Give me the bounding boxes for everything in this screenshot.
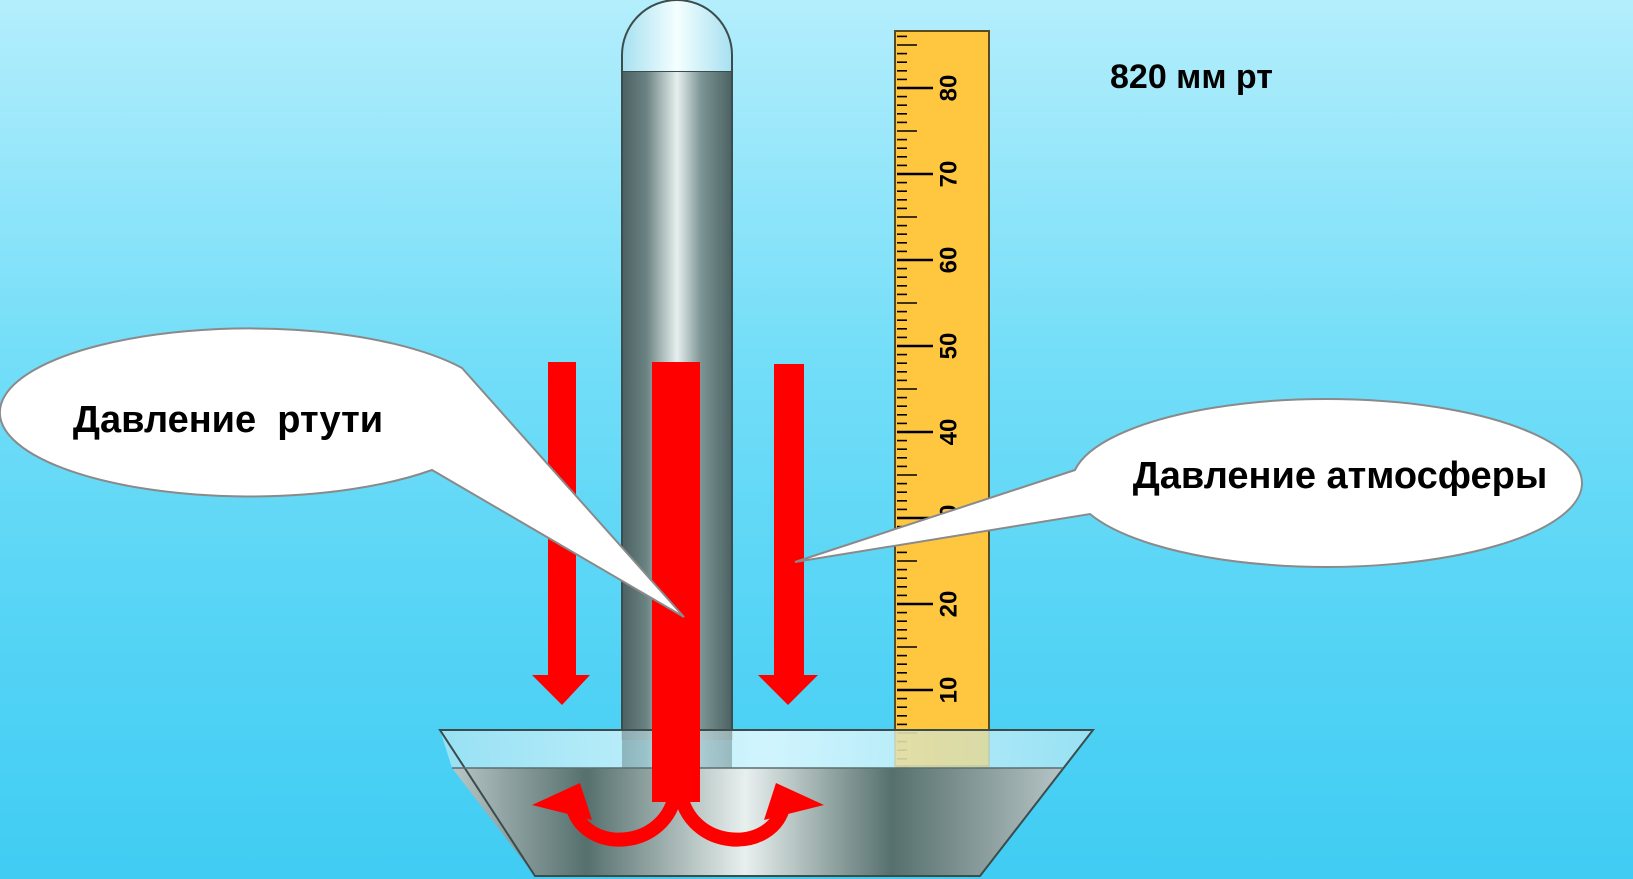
curved-arrow-icon (673, 788, 791, 847)
callout-bubble (0, 327, 685, 618)
arrow-down-icon (758, 364, 818, 705)
ruler-tick-label: 80 (935, 75, 962, 102)
callout-mercury-pressure: Давление ртути (0, 327, 685, 618)
callout-bubble (794, 397, 1583, 568)
dish-mercury (452, 768, 1063, 876)
curved-arrow-icon (764, 783, 824, 820)
ruler-tick-label: 40 (935, 419, 962, 446)
ruler-tick-label: 70 (935, 161, 962, 188)
curved-arrow-icon (565, 788, 683, 847)
tube-glass-top (621, 0, 733, 73)
dish-glass-rim (440, 730, 1093, 768)
callout-atmosphere-label: Давление атмосферы (1133, 455, 1548, 497)
ruler-tick-label: 50 (935, 333, 962, 360)
measurement-ruler: 1020304050607080 (894, 30, 990, 769)
curved-arrow-icon (532, 783, 592, 820)
ruler-tick-label: 20 (935, 591, 962, 618)
pressure-reading: 820 мм рт (1110, 58, 1273, 96)
callout-mercury-label: Давление ртути (73, 399, 383, 441)
mercury-dish (438, 729, 1096, 877)
ruler-tick-label: 10 (935, 677, 962, 704)
callout-atmospheric-pressure: Давление атмосферы (794, 397, 1583, 568)
ruler-body (894, 30, 990, 767)
mercury-pressure-arrow (652, 362, 700, 802)
ruler-tick-label: 60 (935, 247, 962, 274)
